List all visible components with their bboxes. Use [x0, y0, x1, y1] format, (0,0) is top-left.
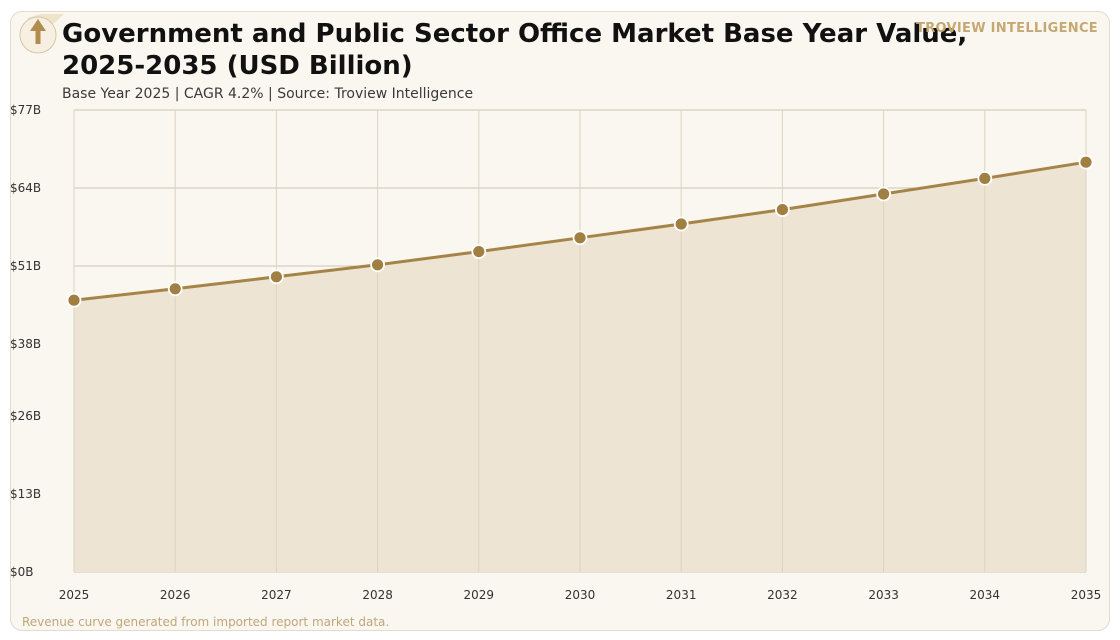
data-point	[66, 292, 82, 308]
x-tick-label: 2026	[160, 588, 191, 602]
data-point	[977, 170, 993, 186]
chart-subtitle: Base Year 2025 | CAGR 4.2% | Source: Tro…	[62, 86, 474, 102]
footnote: Revenue curve generated from imported re…	[22, 615, 390, 629]
data-point	[370, 257, 386, 273]
chart-title: Government and Public Sector Office Mark…	[62, 19, 968, 81]
x-tick-label: 2034	[970, 588, 1001, 602]
x-tick-label: 2028	[362, 588, 393, 602]
x-tick-label: 2033	[868, 588, 899, 602]
data-point	[876, 186, 891, 202]
data-point	[1078, 154, 1094, 170]
x-tick-label: 2031	[666, 588, 697, 602]
data-point	[775, 202, 790, 218]
x-tick-label: 2030	[565, 588, 596, 602]
x-tick-label: 2029	[464, 588, 495, 602]
x-tick-label: 2027	[261, 588, 292, 602]
y-tick-label: $13B	[10, 487, 41, 501]
y-tick-label: $0B	[10, 565, 34, 579]
data-point	[471, 244, 487, 260]
x-tick-label: 2035	[1071, 588, 1102, 602]
y-tick-label: $64B	[10, 181, 41, 195]
data-point	[268, 269, 284, 285]
y-tick-label: $38B	[10, 337, 41, 351]
y-tick-label: $77B	[10, 103, 41, 117]
x-tick-label: 2025	[59, 588, 90, 602]
data-point	[167, 281, 183, 297]
y-tick-label: $51B	[10, 259, 41, 273]
data-point	[673, 216, 689, 232]
y-tick-label: $26B	[10, 409, 41, 423]
brand-label: TROVIEW INTELLIGENCE	[916, 21, 1098, 36]
x-tick-label: 2032	[767, 588, 798, 602]
data-point	[572, 230, 588, 246]
